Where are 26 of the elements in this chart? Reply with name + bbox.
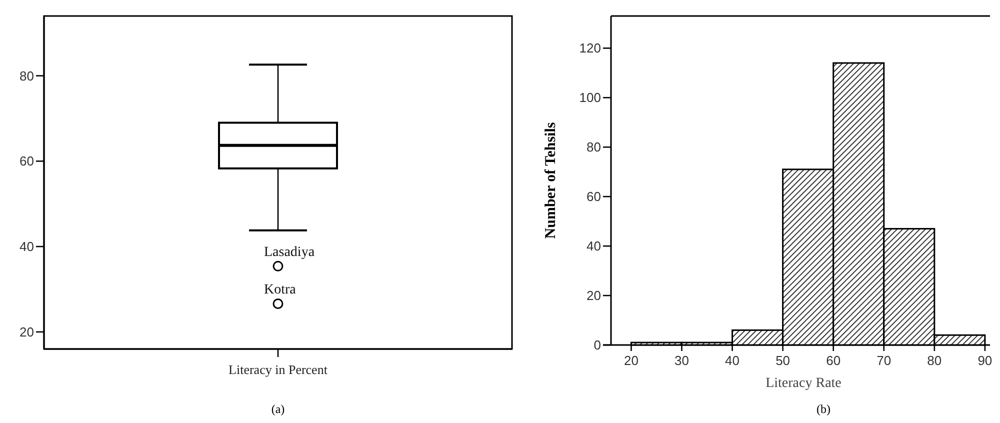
x-tick-label: Literacy in Percent	[228, 362, 328, 377]
y-tick-label: 40	[20, 239, 34, 254]
x-tick-label: 60	[826, 353, 841, 368]
y-tick-label: 60	[586, 189, 601, 204]
x-tick-label: 20	[624, 353, 638, 368]
x-tick-label: 30	[674, 353, 689, 368]
annotation: Kotra	[264, 282, 297, 298]
y-tick-label: 80	[586, 140, 601, 155]
annotation: Lasadiya	[264, 245, 316, 260]
y-tick-label: 40	[586, 238, 601, 254]
y-axis-title: Number of Tehsils	[543, 122, 559, 239]
y-tick-label: 60	[20, 154, 34, 169]
y-tick-label: 120	[579, 40, 601, 56]
y-tick-label: 20	[586, 288, 601, 304]
x-tick-label: 40	[725, 353, 740, 368]
y-tick-label: 80	[20, 68, 34, 84]
y-tick-label: 20	[20, 324, 34, 340]
x-tick-label: 50	[776, 353, 790, 368]
y-tick-label: 100	[579, 90, 601, 106]
x-axis-title: Literacy Rate	[766, 376, 842, 391]
x-tick-label: 70	[876, 353, 892, 368]
x-tick-label: 80	[927, 353, 942, 368]
x-tick-label: 90	[978, 353, 992, 368]
text: (a)	[271, 402, 285, 416]
y-tick-label: 0	[594, 338, 601, 353]
text: (b)	[816, 402, 830, 416]
